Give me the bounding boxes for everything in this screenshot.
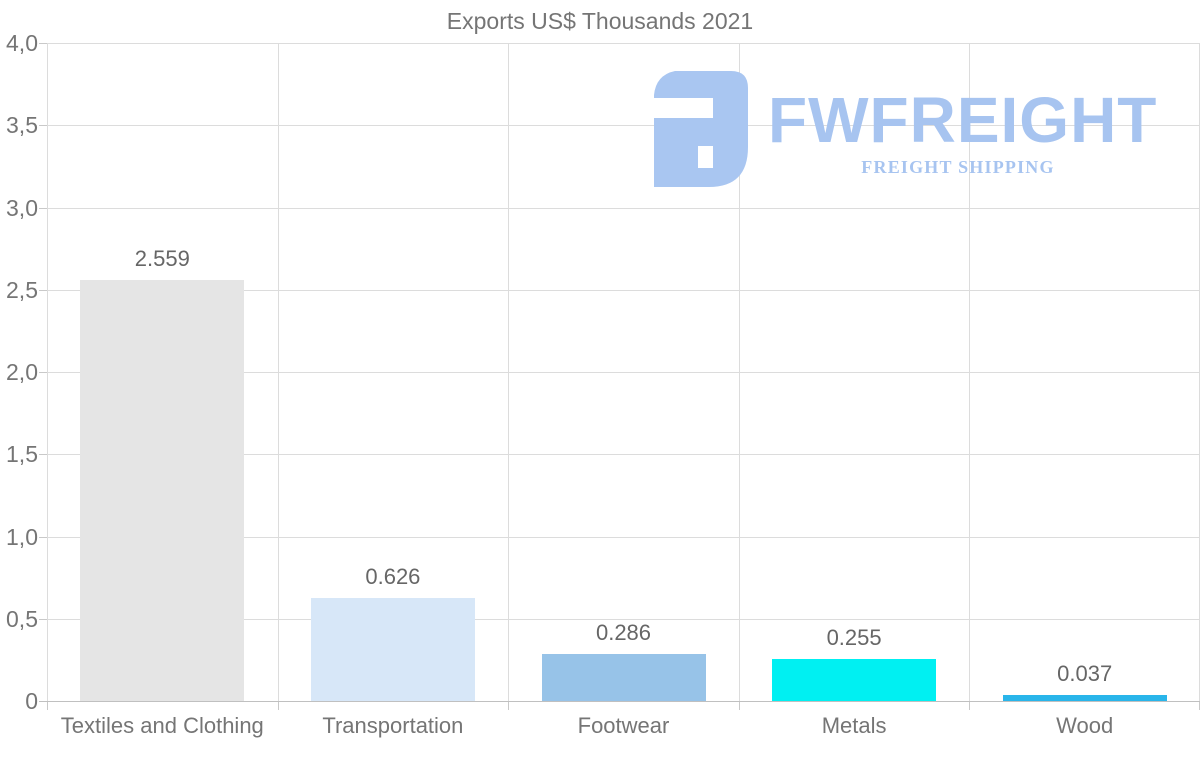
x-axis-category-label: Transportation xyxy=(322,713,464,738)
x-axis-tick xyxy=(277,702,279,710)
y-axis-tick-label: 1,0 xyxy=(6,523,38,550)
fwfreight-subtitle: FREIGHT SHIPPING xyxy=(861,157,1055,177)
bar-value-label: 0.626 xyxy=(365,564,421,589)
y-axis-tick xyxy=(39,289,47,291)
x-axis-tick xyxy=(47,702,48,710)
bar-value-label: 2.559 xyxy=(134,246,190,271)
x-axis-category-label: Wood xyxy=(1056,713,1114,738)
fwfreight-logo-icon xyxy=(654,71,748,187)
y-gridline xyxy=(47,372,1200,373)
x-gridline xyxy=(738,43,740,701)
y-axis-tick-label: 0 xyxy=(25,688,38,714)
y-gridline xyxy=(47,618,1200,620)
fwfreight-wordmark: FWFREIGHT xyxy=(768,84,1158,156)
y-gridline xyxy=(47,454,1200,456)
x-gridline xyxy=(508,43,510,701)
y-gridline xyxy=(47,207,1200,209)
y-axis-tick xyxy=(39,125,47,127)
x-axis-line xyxy=(39,701,1200,702)
x-axis-tick xyxy=(508,702,510,710)
bar-transportation xyxy=(310,598,475,701)
y-gridline xyxy=(47,536,1200,538)
y-axis-tick xyxy=(39,454,47,456)
y-axis-tick xyxy=(39,207,47,209)
y-axis-tick-label: 2,5 xyxy=(6,276,38,303)
y-axis-tick-label: 1,5 xyxy=(6,441,38,468)
bar-metals xyxy=(772,659,937,701)
chart-title: Exports US$ Thousands 2021 xyxy=(446,8,754,34)
bar-footwear xyxy=(541,654,706,701)
y-axis-tick-label: 3,0 xyxy=(6,194,38,221)
y-gridline xyxy=(47,43,1200,44)
x-gridline xyxy=(277,43,279,701)
y-axis-tick xyxy=(39,372,47,373)
y-axis-tick xyxy=(39,536,47,538)
x-axis-tick xyxy=(738,702,740,710)
y-axis-tick-label: 3,5 xyxy=(6,112,38,139)
y-axis-tick-label: 2,0 xyxy=(6,359,38,385)
x-axis-category-label: Footwear xyxy=(577,713,670,738)
bar-value-label: 0.037 xyxy=(1057,661,1113,686)
x-axis-category-label: Metals xyxy=(821,713,887,738)
x-axis-category-label: Textiles and Clothing xyxy=(60,713,264,738)
bar-value-label: 0.255 xyxy=(826,625,882,650)
x-gridline xyxy=(47,43,48,701)
y-gridline xyxy=(47,125,1200,127)
y-axis-tick-label: 0,5 xyxy=(6,605,38,632)
y-axis-tick xyxy=(39,618,47,620)
y-axis-tick-label: 4,0 xyxy=(6,30,38,56)
bar-textiles-and-clothing xyxy=(80,280,245,701)
bar-wood xyxy=(1002,695,1167,701)
y-gridline xyxy=(47,289,1200,291)
bar-value-label: 0.286 xyxy=(595,620,652,645)
y-axis-tick xyxy=(39,43,47,44)
x-axis-tick xyxy=(969,702,971,710)
x-gridline xyxy=(969,43,971,701)
